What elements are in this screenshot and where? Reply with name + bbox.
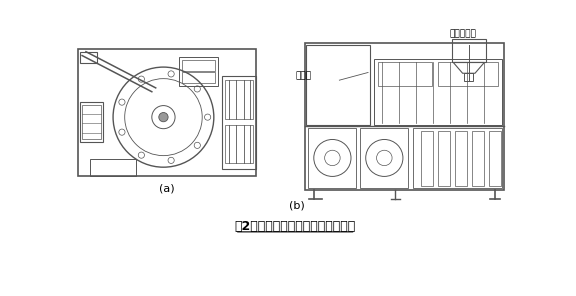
Bar (182, 73, 215, 83)
Circle shape (159, 112, 168, 122)
Bar (489, 131, 501, 186)
Bar (79, 52, 97, 63)
Text: 图2给袋式自动包装机结构示意图。: 图2给袋式自动包装机结构示意图。 (234, 220, 356, 233)
Bar (420, 131, 433, 186)
Bar (378, 62, 433, 86)
Text: (a): (a) (159, 183, 175, 193)
Bar (182, 60, 215, 71)
Bar (79, 102, 103, 142)
Bar (90, 160, 137, 176)
Text: (b): (b) (289, 200, 305, 210)
Bar (455, 131, 467, 186)
Bar (374, 59, 502, 125)
Bar (361, 128, 408, 188)
Bar (179, 57, 218, 86)
Bar (438, 131, 450, 186)
Bar (225, 125, 253, 163)
Bar (308, 128, 357, 188)
Bar (413, 128, 502, 188)
Bar (464, 73, 473, 81)
Bar (78, 49, 256, 176)
Bar (82, 105, 101, 139)
Bar (438, 62, 498, 86)
Bar (452, 39, 486, 62)
Text: 酱料灌装机: 酱料灌装机 (449, 29, 476, 38)
Bar (472, 131, 484, 186)
Bar (305, 43, 505, 189)
Bar (306, 45, 370, 125)
Text: 控制箱: 控制箱 (295, 71, 311, 80)
Bar (222, 76, 256, 169)
Bar (225, 80, 253, 119)
